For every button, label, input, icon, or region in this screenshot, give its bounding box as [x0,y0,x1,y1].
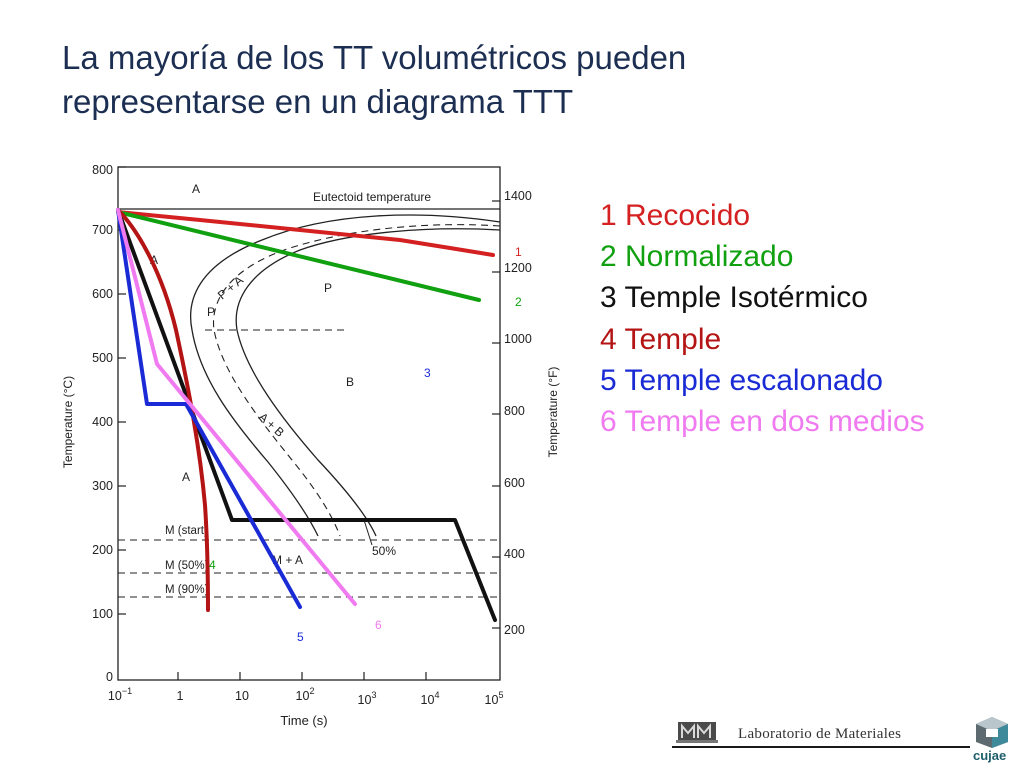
dashed-reference-lines [118,329,500,598]
label-m-start: M (start) [165,525,208,537]
curve-label-6: 6 [375,618,382,632]
label-m-50: M (50%) [165,560,209,572]
x-tick-6: 105 [485,690,504,707]
left-tick-500: 500 [92,351,113,365]
x-tick-4-base: 10 [358,693,372,707]
x-tick-0: 10−1 [108,686,132,703]
title-line-2: representarse en un diagrama TTT [62,83,574,120]
curve-label-4: 4 [209,558,216,572]
right-tick-400: 400 [504,547,525,561]
ttt-start-curve [190,214,501,537]
curve-label-5: 5 [297,630,304,644]
label-fifty-percent: 50% [372,544,396,558]
right-tick-1200: 1200 [504,261,532,275]
right-axis-title: Temperature (°F) [546,367,560,458]
legend-item-temple-escalonado: 5 Temple escalonado [600,363,883,397]
ttt-finish-curve [235,228,501,537]
label-a-low: A [182,470,190,484]
legend-item-temple-dos-medios: 6 Temple en dos medios [600,405,925,439]
right-tick-1000: 1000 [504,332,532,346]
curve-label-1: 1 [515,245,522,259]
label-m-plus-a: M + A [272,553,303,567]
label-b: B [346,375,354,389]
lab-name: Laboratorio de Materiales [738,726,902,742]
right-tick-600: 600 [504,476,525,490]
footer-divider [672,746,970,748]
x-tick-0-base: 10 [108,689,122,703]
right-axis-ticks [492,200,500,629]
legend-item-normalizado: 2 Normalizado [600,240,794,274]
x-tick-5-base: 10 [421,693,435,707]
curve-3-temple-isotermico [116,208,497,622]
x-tick-0-exp: −1 [122,686,132,696]
legend-item-recocido: 1 Recocido [600,199,751,232]
diagram-frame [117,166,501,681]
curve-1-recocido [116,210,495,257]
x-tick-3: 102 [296,686,315,703]
left-tick-200: 200 [92,543,113,557]
x-tick-4: 103 [358,690,377,707]
curve-2-normalizado [116,210,481,302]
right-tick-1400: 1400 [504,189,532,203]
x-tick-5: 104 [421,690,440,707]
fifty-percent-pointer [363,519,373,546]
label-p-right: P [324,281,332,295]
right-tick-800: 800 [504,404,525,418]
cujae-logo-icon [976,717,1008,748]
left-tick-400: 400 [92,415,113,429]
left-tick-300: 300 [92,479,113,493]
left-tick-0: 0 [106,670,113,684]
right-tick-200: 200 [504,623,525,637]
left-tick-600: 600 [92,287,113,301]
slide-title: La mayoría de los TT volumétricos pueden… [62,36,962,124]
x-axis-title: Time (s) [280,713,327,728]
curve-6-temple-dos-medios [116,208,357,606]
ttt-fifty-percent-curve [212,224,501,537]
left-axis-title: Temperature (°C) [61,376,75,468]
label-a-left: A [150,253,158,267]
label-m-90: M (90%) [165,584,209,596]
left-tick-800: 800 [92,163,113,177]
label-a-top: A [192,182,200,196]
legend-item-temple-isotermico: 3 Temple Isotérmico [600,281,868,315]
curve-label-2: 2 [515,295,522,309]
x-tick-3-exp: 2 [309,686,314,696]
curve-label-3: 3 [424,366,431,380]
x-tick-6-base: 10 [485,693,499,707]
label-eutectoid: Eutectoid temperature [313,190,431,204]
university-name: cujae [973,748,1007,763]
bottom-axis-ticks [177,672,427,680]
x-tick-1: 1 [177,689,184,703]
left-tick-700: 700 [92,223,113,237]
label-a-plus-b: A + B [256,410,287,440]
x-tick-2: 10 [235,689,249,703]
legend-item-temple: 4 Temple [600,322,722,356]
x-tick-4-exp: 3 [371,690,376,700]
x-tick-5-exp: 4 [434,690,439,700]
left-tick-100: 100 [92,607,113,621]
curve-5-temple-escalonado [116,208,302,609]
laboratory-logo-icon [676,722,718,743]
label-p-left: P [207,305,215,319]
x-tick-6-exp: 5 [498,690,503,700]
x-tick-3-base: 10 [296,689,310,703]
title-line-1: La mayoría de los TT volumétricos pueden [62,39,687,76]
treatment-legend: 1 Recocido 2 Normalizado 3 Temple Isotér… [600,195,925,442]
